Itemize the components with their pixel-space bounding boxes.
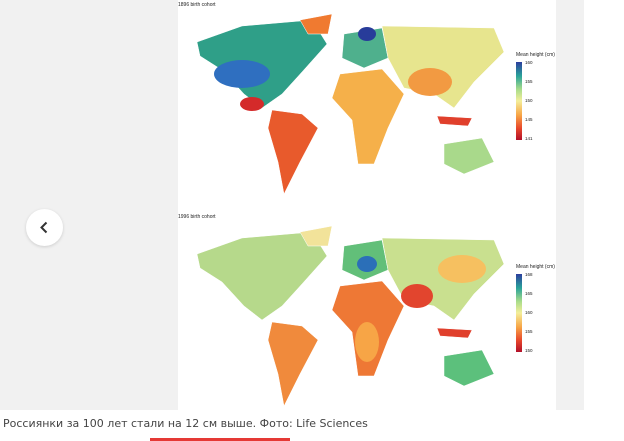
map-region <box>214 60 270 88</box>
map-region <box>196 19 328 109</box>
map-region <box>408 68 452 96</box>
map-region <box>436 115 473 127</box>
legend-tick: 155 <box>525 79 533 84</box>
legend-title: Mean height (cm) <box>516 52 555 58</box>
panel-title: 1896 birth cohort <box>178 2 216 8</box>
map-region <box>436 327 473 339</box>
panel-title: 1996 birth cohort <box>178 214 216 220</box>
colorbar <box>516 62 522 140</box>
map-region <box>240 97 264 111</box>
map-region <box>358 27 376 41</box>
back-icon <box>40 221 48 234</box>
promo-bar <box>150 438 290 441</box>
gallery-image: 1896 birth cohort Mean height (cm) 160 155 1… <box>178 0 556 410</box>
map-region <box>267 109 319 195</box>
legend-tick: 165 <box>525 291 533 296</box>
map-region <box>438 255 486 283</box>
legend-tick: 145 <box>525 117 533 122</box>
legend-tick: 150 <box>525 98 533 103</box>
caption: Россиянки за 100 лет стали на 12 см выше… <box>3 417 368 430</box>
map-region <box>196 231 328 321</box>
gallery: 1896 birth cohort Mean height (cm) 160 155 1… <box>0 0 584 410</box>
map-region <box>401 284 433 308</box>
legend-tick: 141 <box>525 136 533 141</box>
maps: 1896 birth cohort Mean height (cm) 160 155 1… <box>178 2 555 407</box>
map-region <box>331 68 405 165</box>
map-region <box>355 322 379 362</box>
legend-tick: 160 <box>525 60 533 65</box>
back-button[interactable] <box>26 209 63 246</box>
map-region <box>299 225 333 247</box>
map-region <box>267 321 319 407</box>
legend-tick: 160 <box>525 310 533 315</box>
map-region <box>299 13 333 35</box>
legend-tick: 155 <box>525 329 533 334</box>
legend-title: Mean height (cm) <box>516 264 555 270</box>
map-region <box>443 137 495 175</box>
map-region <box>357 256 377 272</box>
colorbar <box>516 274 522 352</box>
legend-tick: 150 <box>525 348 533 353</box>
map-region <box>341 27 389 69</box>
legend-tick: 168 <box>525 272 533 277</box>
map-region <box>443 349 495 387</box>
